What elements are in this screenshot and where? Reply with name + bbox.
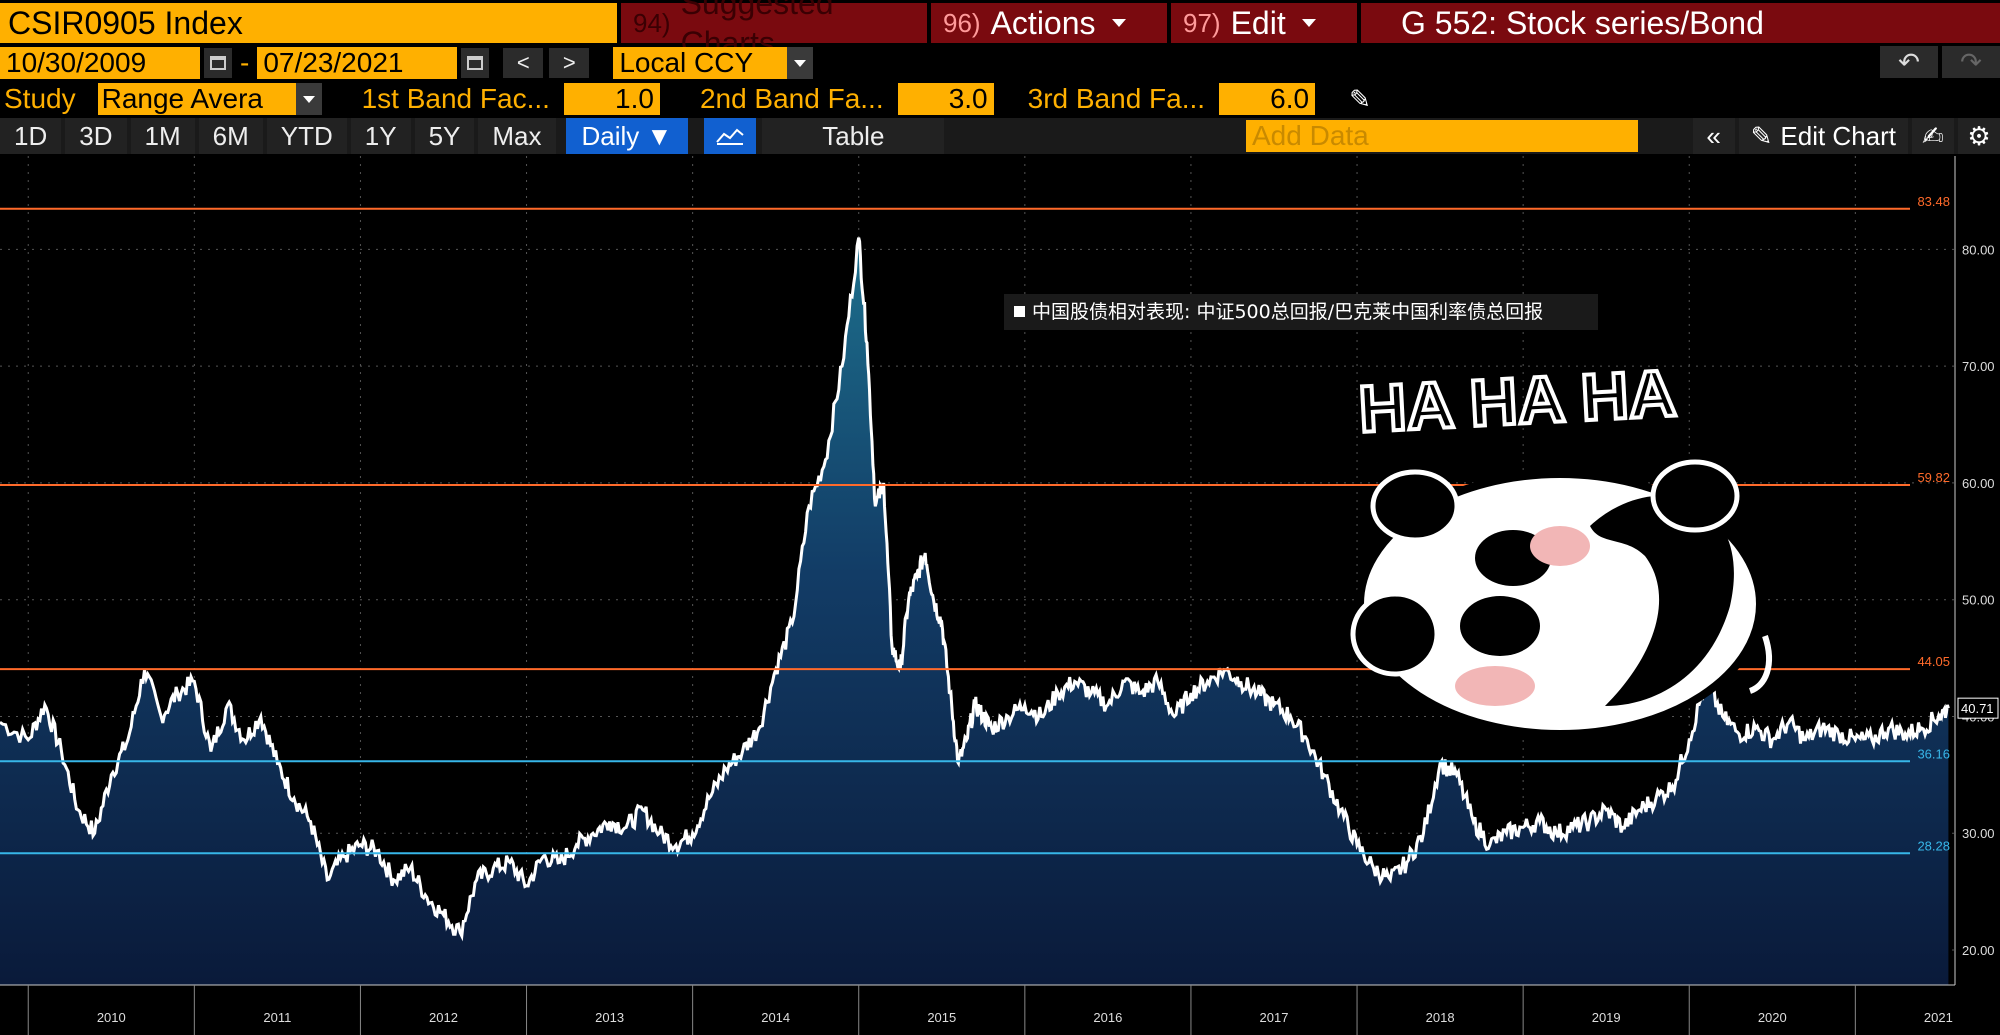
timeframe-max[interactable]: Max [478,118,556,154]
chevron-down-icon [295,83,322,115]
band-label: 28.28 [1917,838,1950,853]
y-tick-label: 80.00 [1962,242,1995,257]
x-tick-label: 2017 [1260,1010,1289,1025]
study-select[interactable]: Range Avera [97,83,322,115]
study-label: Study [4,83,76,114]
study-bar: Study Range Avera 1st Band Fac... 1.0 2n… [0,82,2000,116]
actions-button[interactable]: 96) Actions [931,3,1167,43]
edit-number: 97) [1183,8,1221,38]
y-tick-label: 30.00 [1962,826,1995,841]
legend-text: 中国股债相对表现: 中证500总回报/巴克莱中国利率债总回报 [1032,301,1543,323]
end-date-field[interactable]: 07/23/2021 [257,47,458,79]
start-date-field[interactable]: 10/30/2009 [0,47,200,79]
gear-icon[interactable]: ⚙ [1958,118,2000,154]
y-tick-label: 20.00 [1962,943,1995,958]
band1-input[interactable]: 1.0 [563,83,660,115]
function-title: G 552: Stock series/Bond [1361,3,2000,43]
x-tick-label: 2016 [1093,1010,1122,1025]
chevron-down-icon [1111,19,1126,27]
timeframe-6m[interactable]: 6M [198,118,263,154]
suggested-charts-number: 94) [633,8,671,38]
frequency-value: Daily [581,121,640,151]
frequency-select[interactable]: Daily ▼ [565,118,689,154]
timeframe-5y[interactable]: 5Y [414,118,475,154]
edit-chart-button[interactable]: ✎ Edit Chart [1738,118,1908,154]
suggested-charts-button[interactable]: 94) Suggested Charts [621,0,927,61]
triangle-down-icon: ▼ [646,121,673,151]
timeframe-ytd[interactable]: YTD [266,118,347,154]
chevron-down-icon [1301,19,1316,27]
study-select-value: Range Avera [101,83,263,114]
x-tick-label: 2015 [927,1010,956,1025]
x-tick-label: 2011 [263,1010,291,1025]
prev-period-button[interactable]: < [503,48,544,78]
last-value-tag [1957,697,1999,719]
band2-label: 2nd Band Fa... [699,83,884,114]
panda-sticker [1350,459,1772,738]
chevron-down-icon [787,47,814,79]
actions-label: Actions [990,5,1096,41]
next-period-button[interactable]: > [549,48,590,78]
table-button[interactable]: Table [762,118,945,154]
x-tick-label: 2019 [1592,1010,1621,1025]
history-controls: ↶ ↷ [1880,46,2000,78]
legend-swatch [1014,306,1025,317]
undo-icon[interactable]: ↶ [1880,46,1938,78]
y-tick-label: 50.00 [1962,593,1995,608]
currency-value: Local CCY [619,47,754,78]
timeframe-3d[interactable]: 3D [65,118,127,154]
collapse-icon[interactable]: « [1692,118,1735,154]
edit-button[interactable]: 97) Edit [1171,3,1357,43]
date-range-bar: 10/30/2009 - 07/23/2021 < > Local CCY ↶ … [0,46,2000,80]
edit-chart-label: Edit Chart [1780,120,1896,151]
haha-text: HA HA HA [1355,353,1680,448]
series-area [0,237,1949,985]
band3-label: 3rd Band Fa... [1027,83,1206,114]
band1-label: 1st Band Fac... [361,83,550,114]
annotate-icon[interactable]: ✍ [1912,118,1954,154]
pencil-icon[interactable]: ✎ [1349,83,1371,114]
chart-toolbar: 1D 3D 1M 6M YTD 1Y 5Y Max Daily ▼ Table … [0,118,2000,154]
calendar-icon[interactable] [461,48,490,78]
x-tick-label: 2013 [595,1010,624,1025]
band-label: 44.05 [1917,654,1950,669]
legend: 中国股债相对表现: 中证500总回报/巴克莱中国利率债总回报 [1004,294,1598,330]
redo-icon[interactable]: ↷ [1942,46,2000,78]
band-label: 83.48 [1917,194,1950,209]
x-tick-label: 2014 [761,1010,790,1025]
band3-input[interactable]: 6.0 [1219,83,1316,115]
band2-input[interactable]: 3.0 [897,83,994,115]
x-tick-label: 2012 [429,1010,458,1025]
timeframe-1m[interactable]: 1M [130,118,195,154]
x-tick-label: 2020 [1758,1010,1787,1025]
chart-tools: « ✎ Edit Chart ✍ ⚙ [1692,118,2000,154]
band-label: 59.82 [1917,470,1950,485]
line-chart-icon[interactable] [704,118,757,154]
timeframe-1d[interactable]: 1D [0,118,62,154]
series-line [0,237,1950,942]
timeframe-1y[interactable]: 1Y [350,118,411,154]
edit-label: Edit [1230,5,1286,41]
band-label: 36.16 [1917,746,1950,761]
add-data-input[interactable]: Add Data [1246,120,1638,152]
currency-select[interactable]: Local CCY [613,47,814,79]
timeframe-group: 1D 3D 1M 6M YTD 1Y 5Y Max [0,118,560,154]
x-axis: 2010 2011 2012 2013 2014 2015 2016 2017 2018 2019… [0,984,1955,1035]
last-value-label: 40.71 [1961,701,1994,716]
title-bar: CSIR0905 Index 94) Suggested Charts 96) … [0,0,2000,61]
date-separator: - [240,47,250,78]
x-tick-label: 2018 [1426,1010,1455,1025]
y-tick-label: 60.00 [1962,476,1995,491]
security-ticker[interactable]: CSIR0905 Index [0,3,617,43]
calendar-icon[interactable] [204,48,232,78]
actions-number: 96) [943,8,981,38]
x-tick-label: 2021 [1924,1010,1953,1025]
y-tick-label: 70.00 [1962,359,1995,374]
x-tick-label: 2010 [97,1010,126,1025]
pencil-icon: ✎ [1750,120,1773,151]
svg-text:HA HA HA: HA HA HA [1357,355,1678,446]
